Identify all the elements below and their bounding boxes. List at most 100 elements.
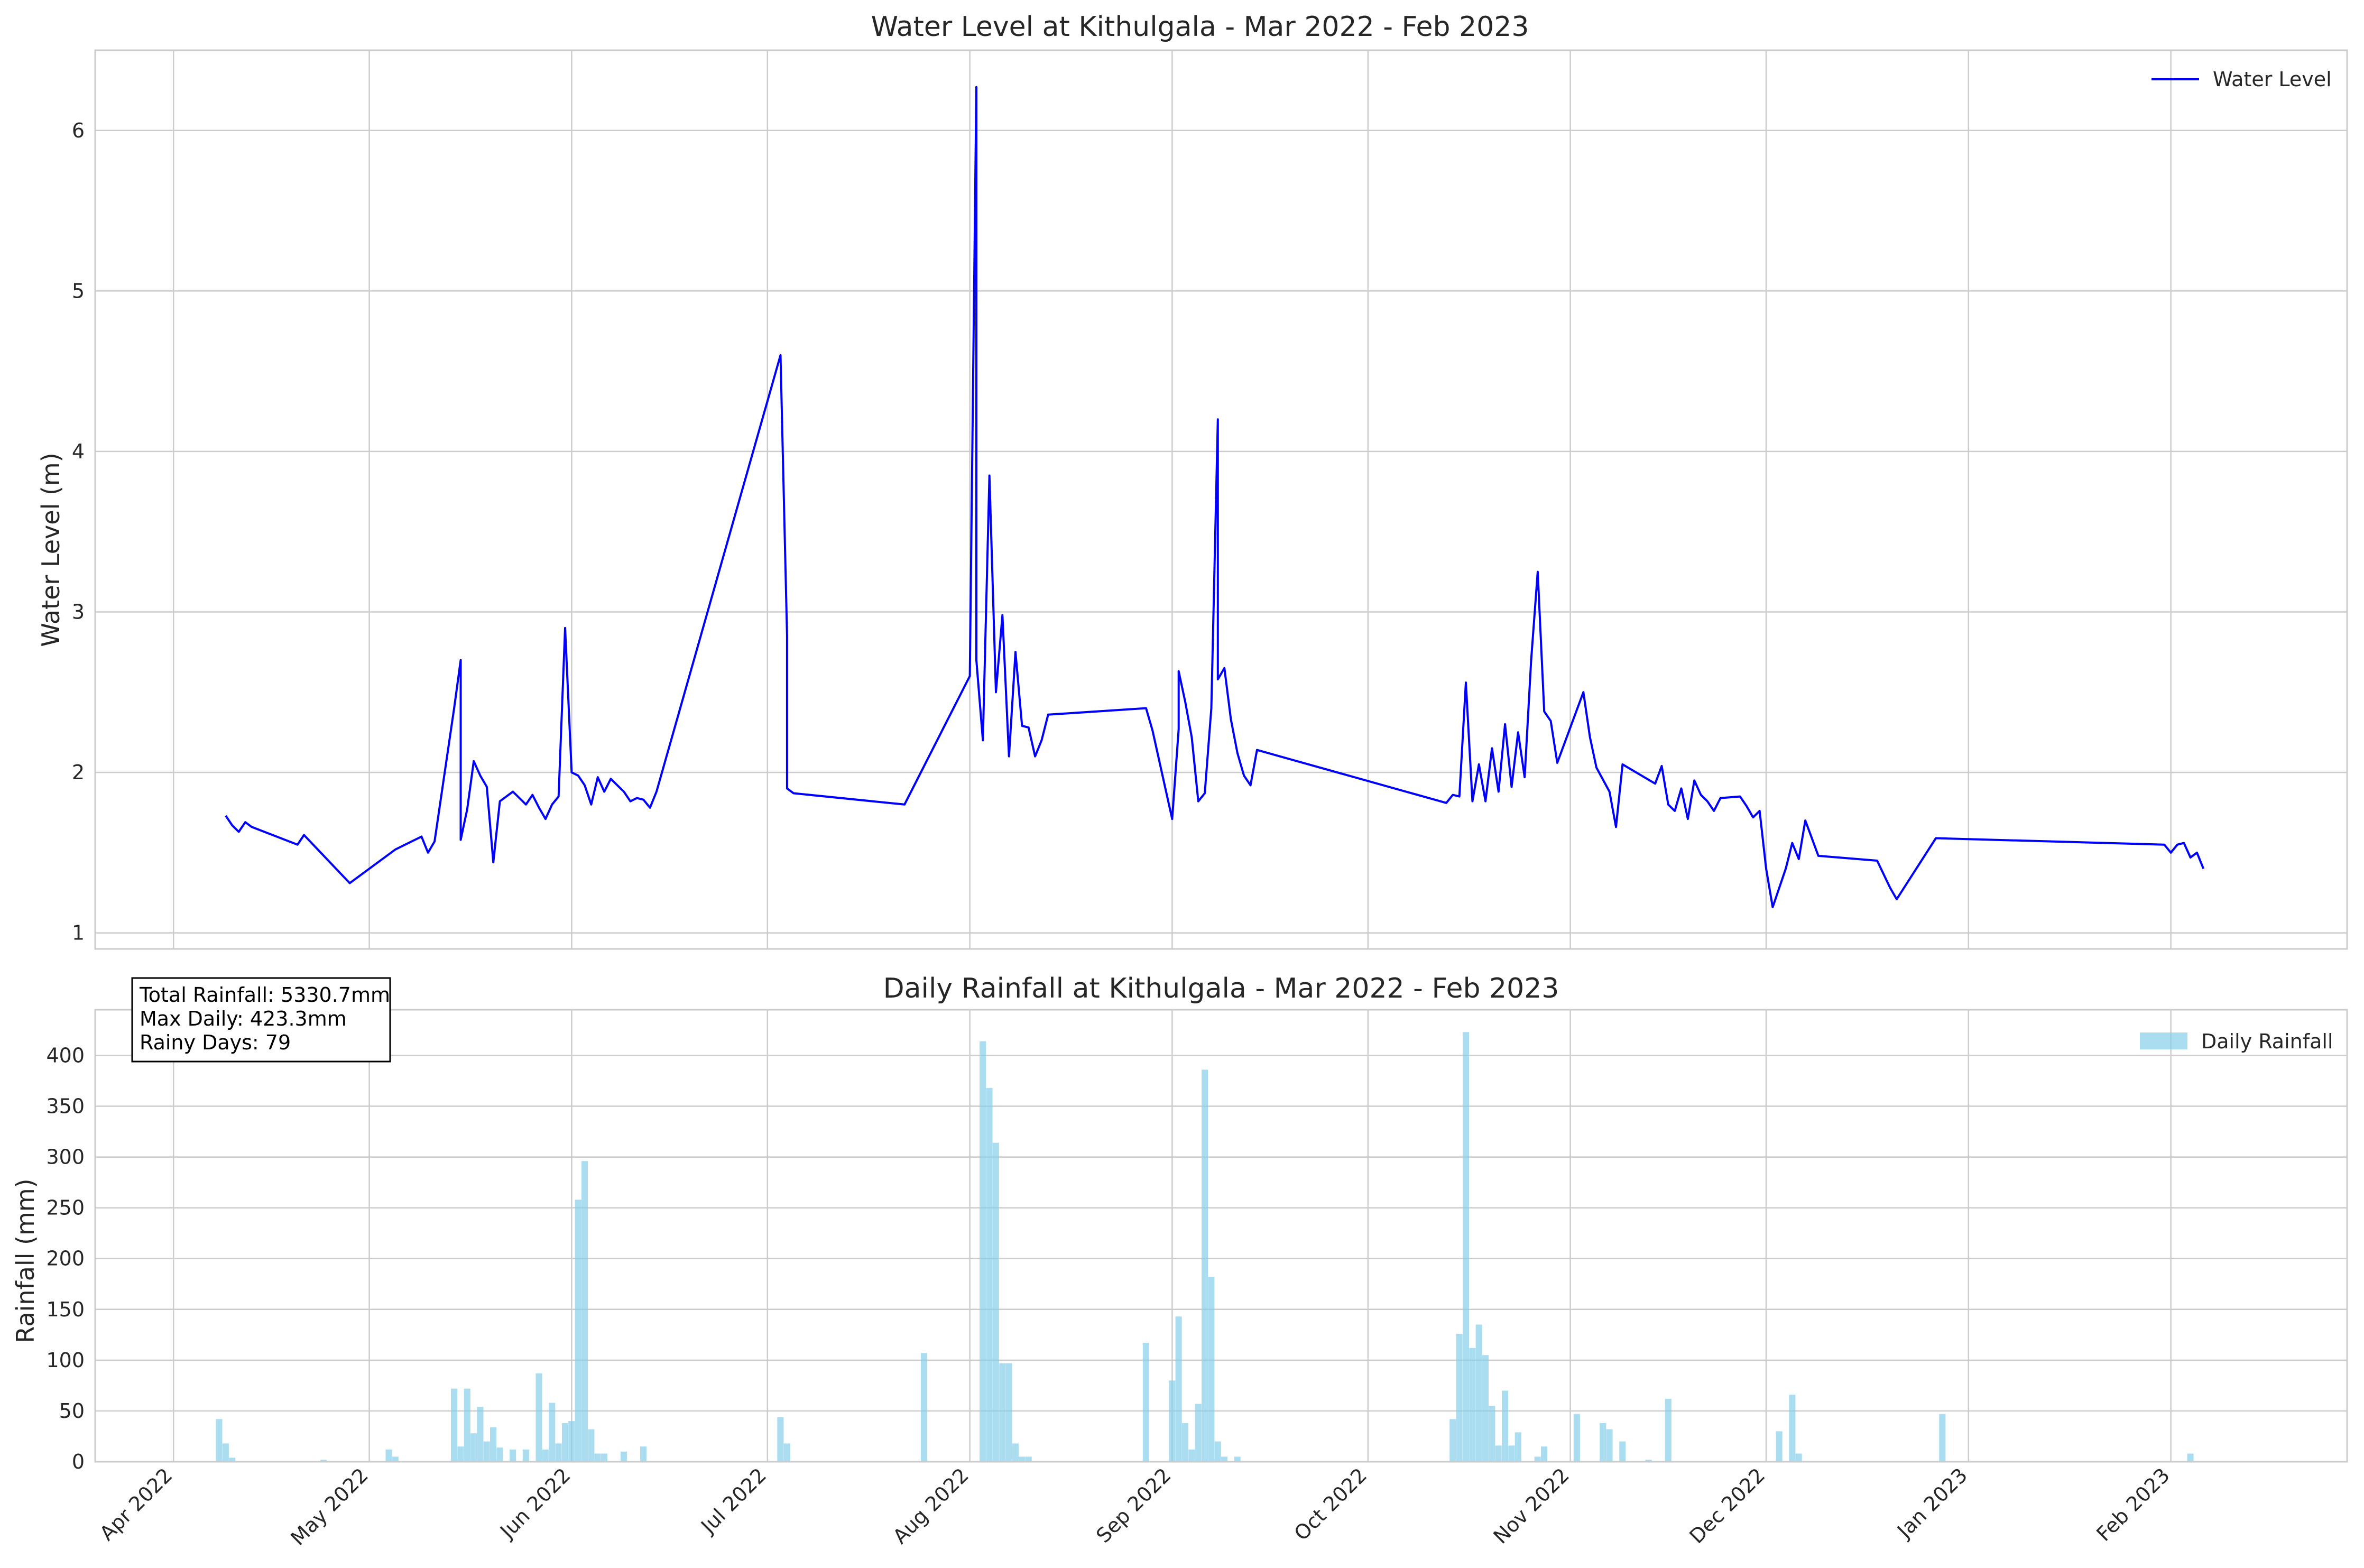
rainfall-bar-54 <box>1469 1348 1476 1462</box>
rainfall-bar-30 <box>783 1443 790 1462</box>
rainfall-bar-50 <box>1234 1456 1241 1462</box>
rainfall-bar-26 <box>601 1453 608 1462</box>
rainfall-bar-61 <box>1515 1432 1521 1462</box>
rainfall-bar-18 <box>549 1403 556 1462</box>
rainfall-bar-6 <box>451 1388 458 1462</box>
rainfall-bar-45 <box>1195 1404 1202 1462</box>
rainfall-y-tick-5: 250 <box>46 1196 85 1220</box>
rainfall-bar-33 <box>986 1087 993 1462</box>
rainfall-bar-0 <box>216 1419 223 1462</box>
rainfall-bar-22 <box>575 1200 581 1462</box>
rainfall-bar-12 <box>490 1427 497 1462</box>
rainfall-bar-71 <box>1789 1395 1796 1462</box>
rainfall-bar-25 <box>594 1453 601 1462</box>
rainfall-bar-59 <box>1502 1390 1509 1462</box>
water-level-y-tick-0: 1 <box>72 921 85 945</box>
water-level-legend: Water Level <box>2151 68 2332 91</box>
rainfall-bar-49 <box>1221 1456 1228 1462</box>
rainfall-bar-53 <box>1462 1032 1469 1462</box>
rainfall-bar-28 <box>640 1446 647 1462</box>
rainfall-bar-8 <box>464 1388 470 1462</box>
water-level-frame <box>94 49 2348 950</box>
rainfall-bar-29 <box>777 1417 784 1462</box>
rainfall-ylabel: Rainfall (mm) <box>11 1178 40 1343</box>
rainfall-bar-64 <box>1573 1414 1580 1462</box>
rainfall-stats-box: Total Rainfall: 5330.7mm Max Daily: 423.… <box>131 977 391 1063</box>
rainfall-y-tick-8: 400 <box>46 1044 85 1067</box>
rainfall-bar-42 <box>1175 1316 1182 1462</box>
rainfall-bar-20 <box>561 1423 568 1462</box>
rainfall-bars <box>216 1032 2194 1462</box>
rainfall-bar-7 <box>457 1446 464 1462</box>
rainfall-bar-63 <box>1541 1446 1548 1462</box>
rainfall-bar-34 <box>992 1142 999 1462</box>
rainfall-bar-48 <box>1214 1441 1221 1462</box>
rainfall-title: Daily Rainfall at Kithulgala - Mar 2022 … <box>883 973 1559 1004</box>
rainfall-bar-31 <box>921 1353 928 1462</box>
rainfall-frame <box>94 1009 2348 1463</box>
rainfall-bar-1 <box>222 1443 229 1462</box>
rainfall-y-tick-6: 300 <box>46 1146 85 1169</box>
rainfall-bar-70 <box>1776 1431 1783 1462</box>
rainfall-bar-38 <box>1019 1456 1026 1462</box>
rainfall-bar-27 <box>621 1451 627 1462</box>
rainfall-y-tick-0: 0 <box>72 1450 85 1473</box>
rainfall-y-tick-4: 200 <box>46 1247 85 1270</box>
rainfall-bar-67 <box>1619 1441 1626 1462</box>
rainfall-y-tick-3: 150 <box>46 1298 85 1321</box>
rainfall-bar-2 <box>229 1458 236 1462</box>
rainfall-bar-47 <box>1208 1277 1215 1462</box>
stats-max-daily: Max Daily: 423.3mm <box>140 1007 347 1030</box>
stats-total-rainfall: Total Rainfall: 5330.7mm <box>139 983 390 1007</box>
water-level-y-ticks: 1 2 3 4 5 6 <box>72 119 85 945</box>
rainfall-bar-69 <box>1665 1398 1672 1462</box>
water-level-y-tick-2: 3 <box>72 601 85 624</box>
rainfall-bar-72 <box>1795 1453 1802 1462</box>
rainfall-bar-52 <box>1456 1333 1463 1462</box>
rainfall-y-tick-7: 350 <box>46 1095 85 1118</box>
legend-water-level-label: Water Level <box>2213 68 2332 91</box>
rainfall-bar-57 <box>1489 1406 1495 1462</box>
rainfall-bar-17 <box>542 1449 549 1462</box>
rainfall-bar-36 <box>1005 1363 1012 1462</box>
water-level-y-tick-5: 6 <box>72 119 85 142</box>
rainfall-bar-55 <box>1475 1324 1482 1462</box>
rainfall-bar-23 <box>581 1161 588 1462</box>
rainfall-bar-14 <box>510 1449 516 1462</box>
rainfall-y-tick-1: 50 <box>59 1399 85 1423</box>
stats-rainy-days: Rainy Days: 79 <box>140 1031 291 1054</box>
rainfall-bar-10 <box>477 1407 484 1462</box>
rainfall-bar-24 <box>588 1429 595 1462</box>
water-level-series-line <box>225 86 2205 909</box>
water-level-y-tick-4: 5 <box>72 279 85 302</box>
water-level-ylabel: Water Level (m) <box>36 453 65 647</box>
rainfall-bar-46 <box>1202 1069 1208 1462</box>
water-level-y-tick-3: 4 <box>72 440 85 463</box>
rainfall-bar-62 <box>1534 1456 1541 1462</box>
rainfall-bar-15 <box>522 1449 529 1462</box>
rainfall-bar-9 <box>470 1433 477 1462</box>
legend-rainfall-swatch <box>2140 1032 2187 1049</box>
rainfall-bar-21 <box>568 1421 575 1462</box>
rainfall-bar-35 <box>999 1363 1006 1462</box>
rainfall-bar-60 <box>1508 1445 1515 1462</box>
stats-box-frame <box>131 977 391 1063</box>
rainfall-bar-41 <box>1169 1380 1176 1462</box>
rainfall-bar-74 <box>2187 1453 2194 1462</box>
rainfall-legend: Daily Rainfall <box>2140 1030 2333 1053</box>
rainfall-bar-19 <box>555 1443 562 1462</box>
water-level-lines <box>225 86 2205 909</box>
rainfall-bar-39 <box>1025 1456 1032 1462</box>
rainfall-bar-32 <box>980 1041 986 1462</box>
rainfall-bar-65 <box>1600 1423 1606 1462</box>
rainfall-bar-16 <box>535 1373 542 1462</box>
rainfall-bar-43 <box>1181 1423 1188 1462</box>
rainfall-bar-58 <box>1495 1445 1502 1462</box>
rainfall-bar-73 <box>1939 1414 1946 1462</box>
water-level-chart: Water Level at Kithulgala - Mar 2022 - F… <box>36 11 2348 950</box>
rainfall-bar-37 <box>1012 1443 1019 1462</box>
rainfall-bar-44 <box>1188 1449 1195 1462</box>
rainfall-bar-4 <box>385 1449 392 1462</box>
water-level-grid <box>95 50 2347 949</box>
